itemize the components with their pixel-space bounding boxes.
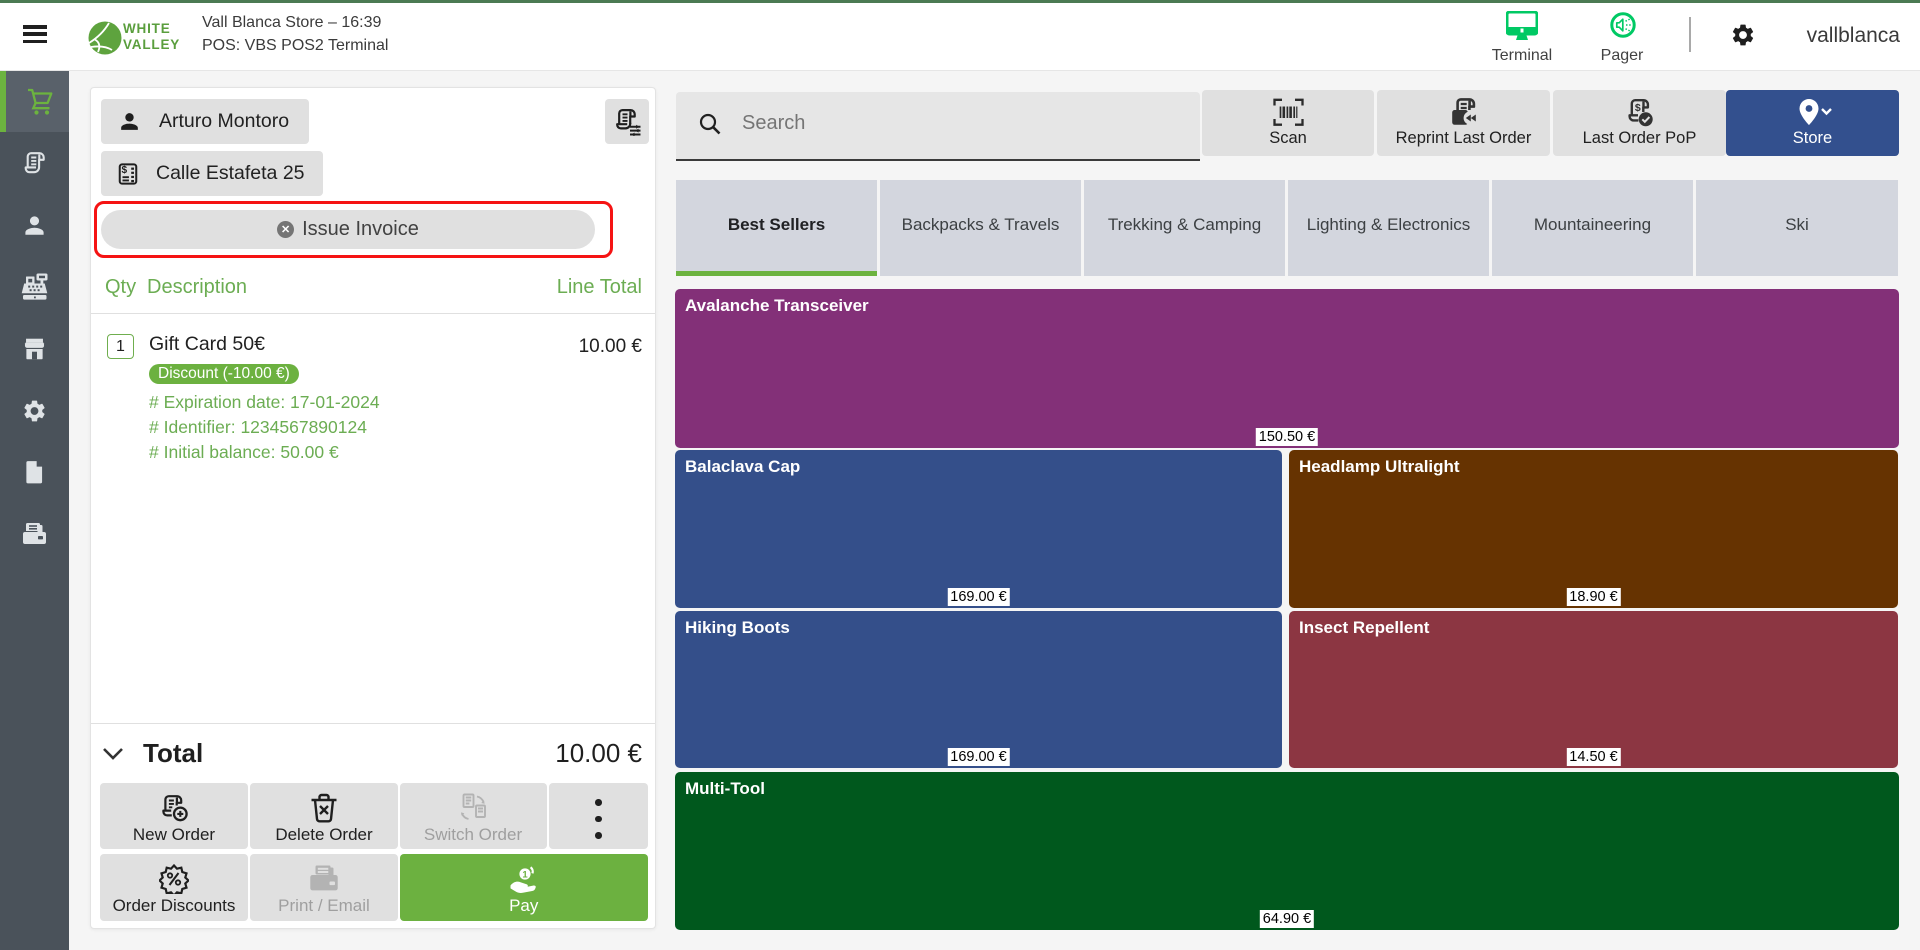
svg-text:$: $ — [122, 165, 128, 176]
svg-text:1: 1 — [522, 870, 528, 881]
svg-text:$: $ — [1635, 102, 1641, 114]
